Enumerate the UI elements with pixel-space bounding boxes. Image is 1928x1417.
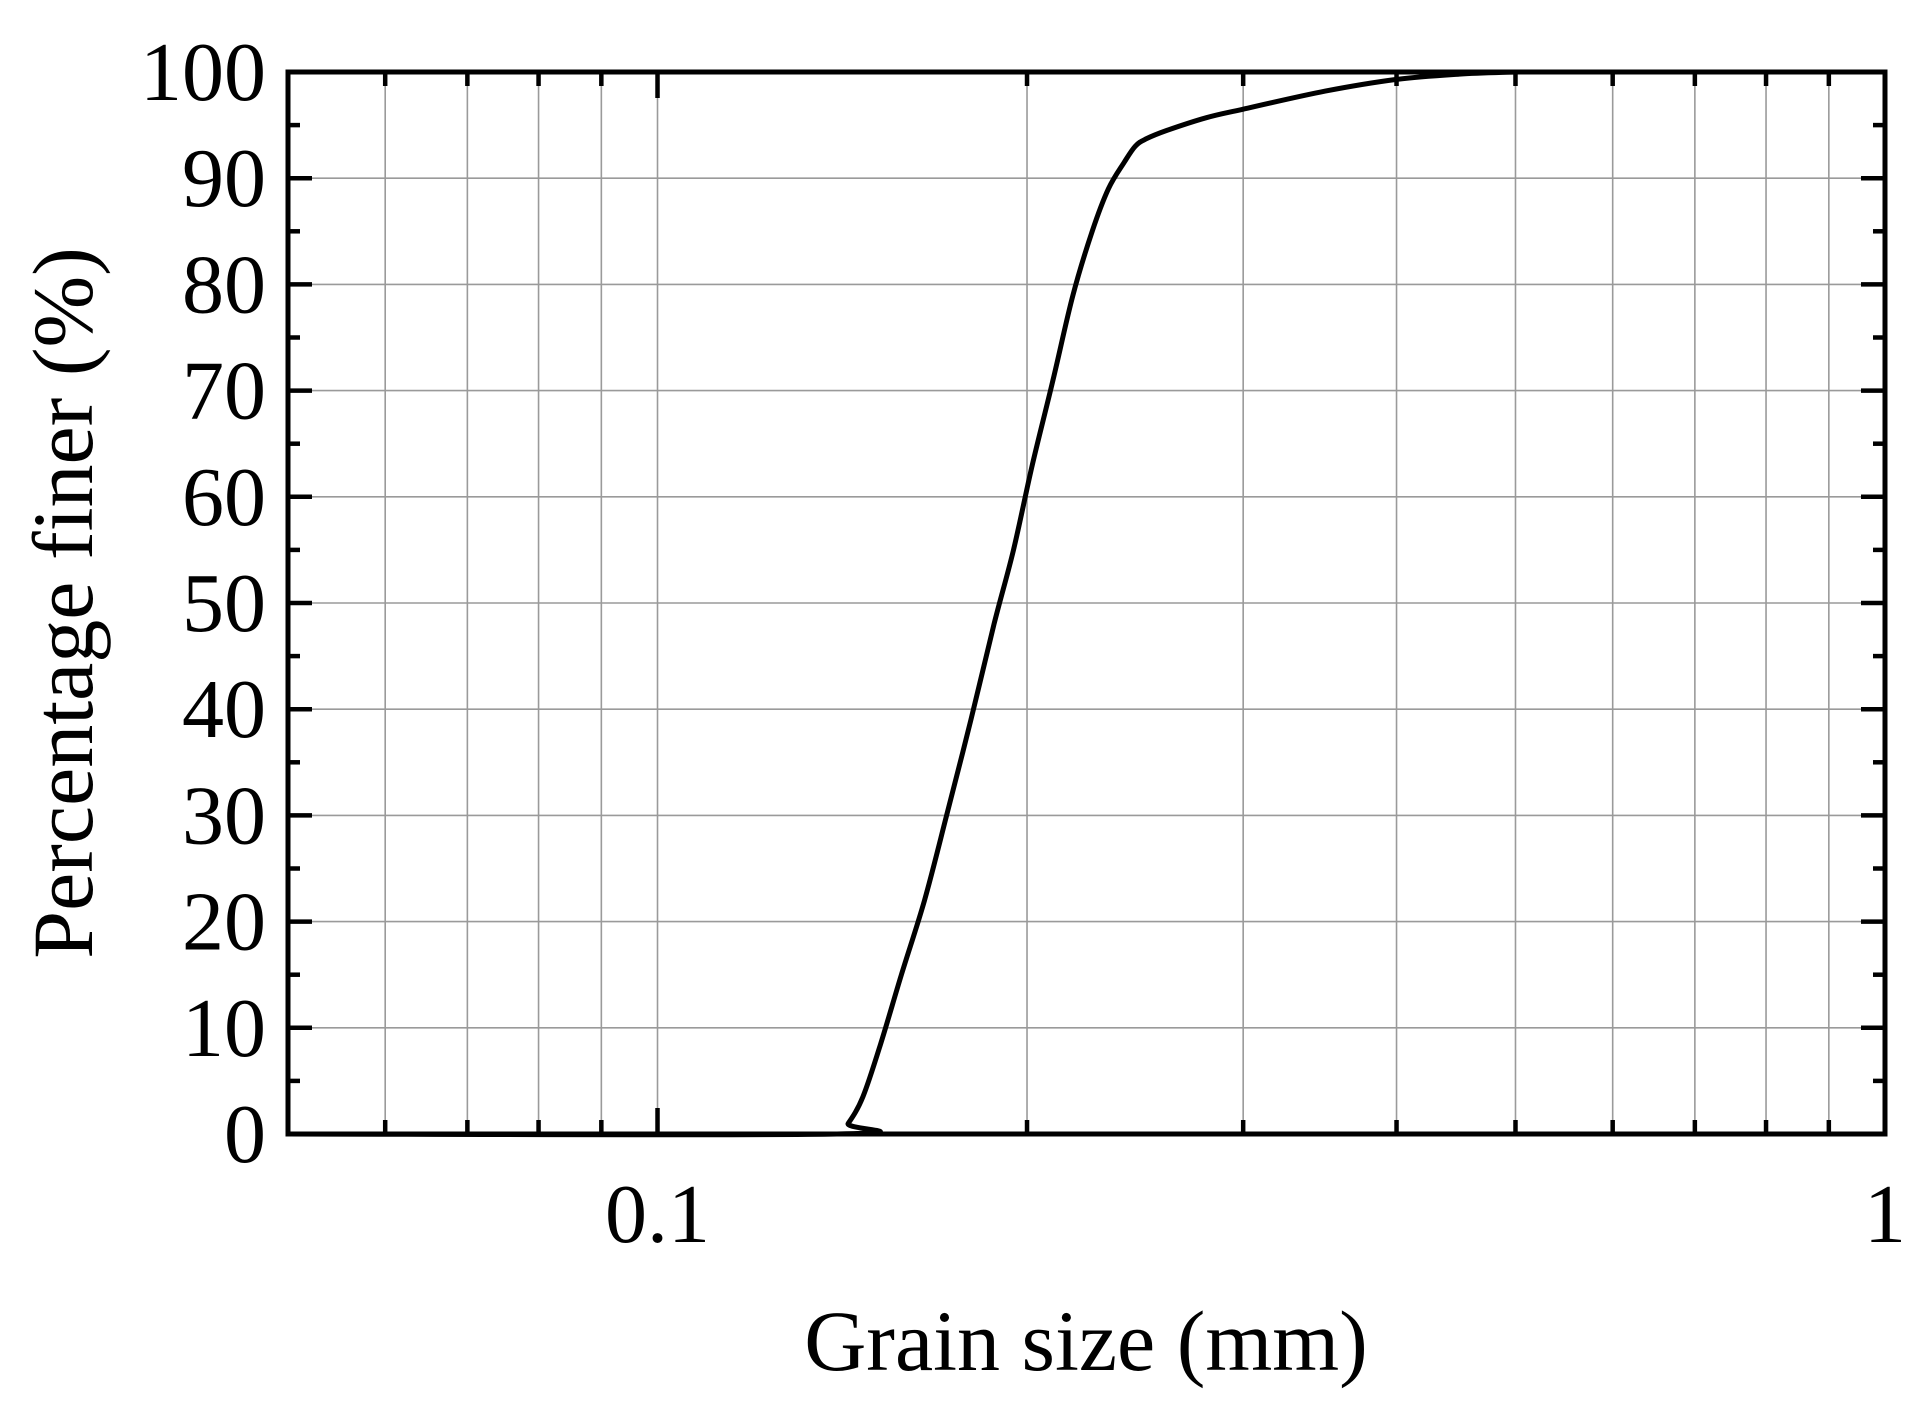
grid-lines <box>288 72 1885 1134</box>
y-tick-label: 90 <box>182 132 266 225</box>
y-tick-label: 30 <box>182 769 266 862</box>
y-tick-label: 50 <box>182 557 266 650</box>
plot-frame <box>285 69 1888 1137</box>
y-axis-title: Percentage finer (%) <box>15 247 111 958</box>
x-tick-label: 1 <box>1864 1168 1906 1261</box>
y-tick-label: 100 <box>140 26 266 119</box>
x-tick-label: 0.1 <box>605 1168 710 1261</box>
y-tick-label: 70 <box>182 345 266 438</box>
y-tick-label: 20 <box>182 876 266 969</box>
grain-size-curve <box>285 69 1518 1138</box>
plot-area <box>285 69 1518 1138</box>
y-tick-label: 10 <box>182 982 266 1075</box>
y-tick-label: 60 <box>182 451 266 544</box>
y-tick-label: 0 <box>224 1088 266 1181</box>
x-axis-title: Grain size (mm) <box>804 1293 1368 1389</box>
y-tick-label: 80 <box>182 238 266 331</box>
y-tick-label: 40 <box>182 663 266 756</box>
y-tick-labels: 0 10 20 30 40 50 60 70 80 90 100 <box>140 26 266 1181</box>
x-tick-labels: 0.1 1 <box>605 1168 1906 1261</box>
